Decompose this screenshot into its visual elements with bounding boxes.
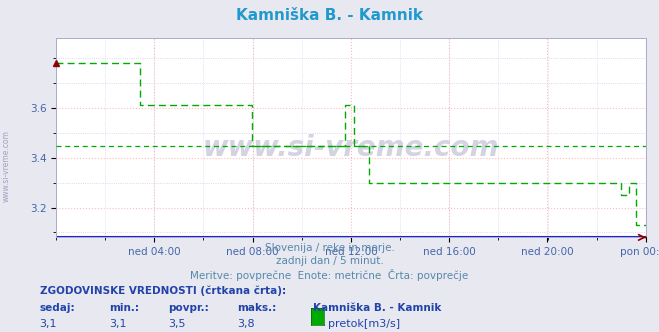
Text: povpr.:: povpr.: bbox=[168, 303, 209, 313]
Text: maks.:: maks.: bbox=[237, 303, 277, 313]
Text: 3,8: 3,8 bbox=[237, 319, 255, 329]
Text: 3,1: 3,1 bbox=[109, 319, 127, 329]
Text: 3,5: 3,5 bbox=[168, 319, 186, 329]
Text: 3,1: 3,1 bbox=[40, 319, 57, 329]
Text: min.:: min.: bbox=[109, 303, 139, 313]
Text: Kamniška B. - Kamnik: Kamniška B. - Kamnik bbox=[236, 8, 423, 23]
Text: pretok[m3/s]: pretok[m3/s] bbox=[328, 319, 400, 329]
Text: Meritve: povprečne  Enote: metrične  Črta: povprečje: Meritve: povprečne Enote: metrične Črta:… bbox=[190, 269, 469, 281]
Text: Kamniška B. - Kamnik: Kamniška B. - Kamnik bbox=[313, 303, 442, 313]
Text: sedaj:: sedaj: bbox=[40, 303, 75, 313]
Text: Slovenija / reke in morje.: Slovenija / reke in morje. bbox=[264, 243, 395, 253]
Text: ZGODOVINSKE VREDNOSTI (črtkana črta):: ZGODOVINSKE VREDNOSTI (črtkana črta): bbox=[40, 286, 285, 296]
Text: www.si-vreme.com: www.si-vreme.com bbox=[203, 134, 499, 162]
Text: www.si-vreme.com: www.si-vreme.com bbox=[2, 130, 11, 202]
Text: zadnji dan / 5 minut.: zadnji dan / 5 minut. bbox=[275, 256, 384, 266]
